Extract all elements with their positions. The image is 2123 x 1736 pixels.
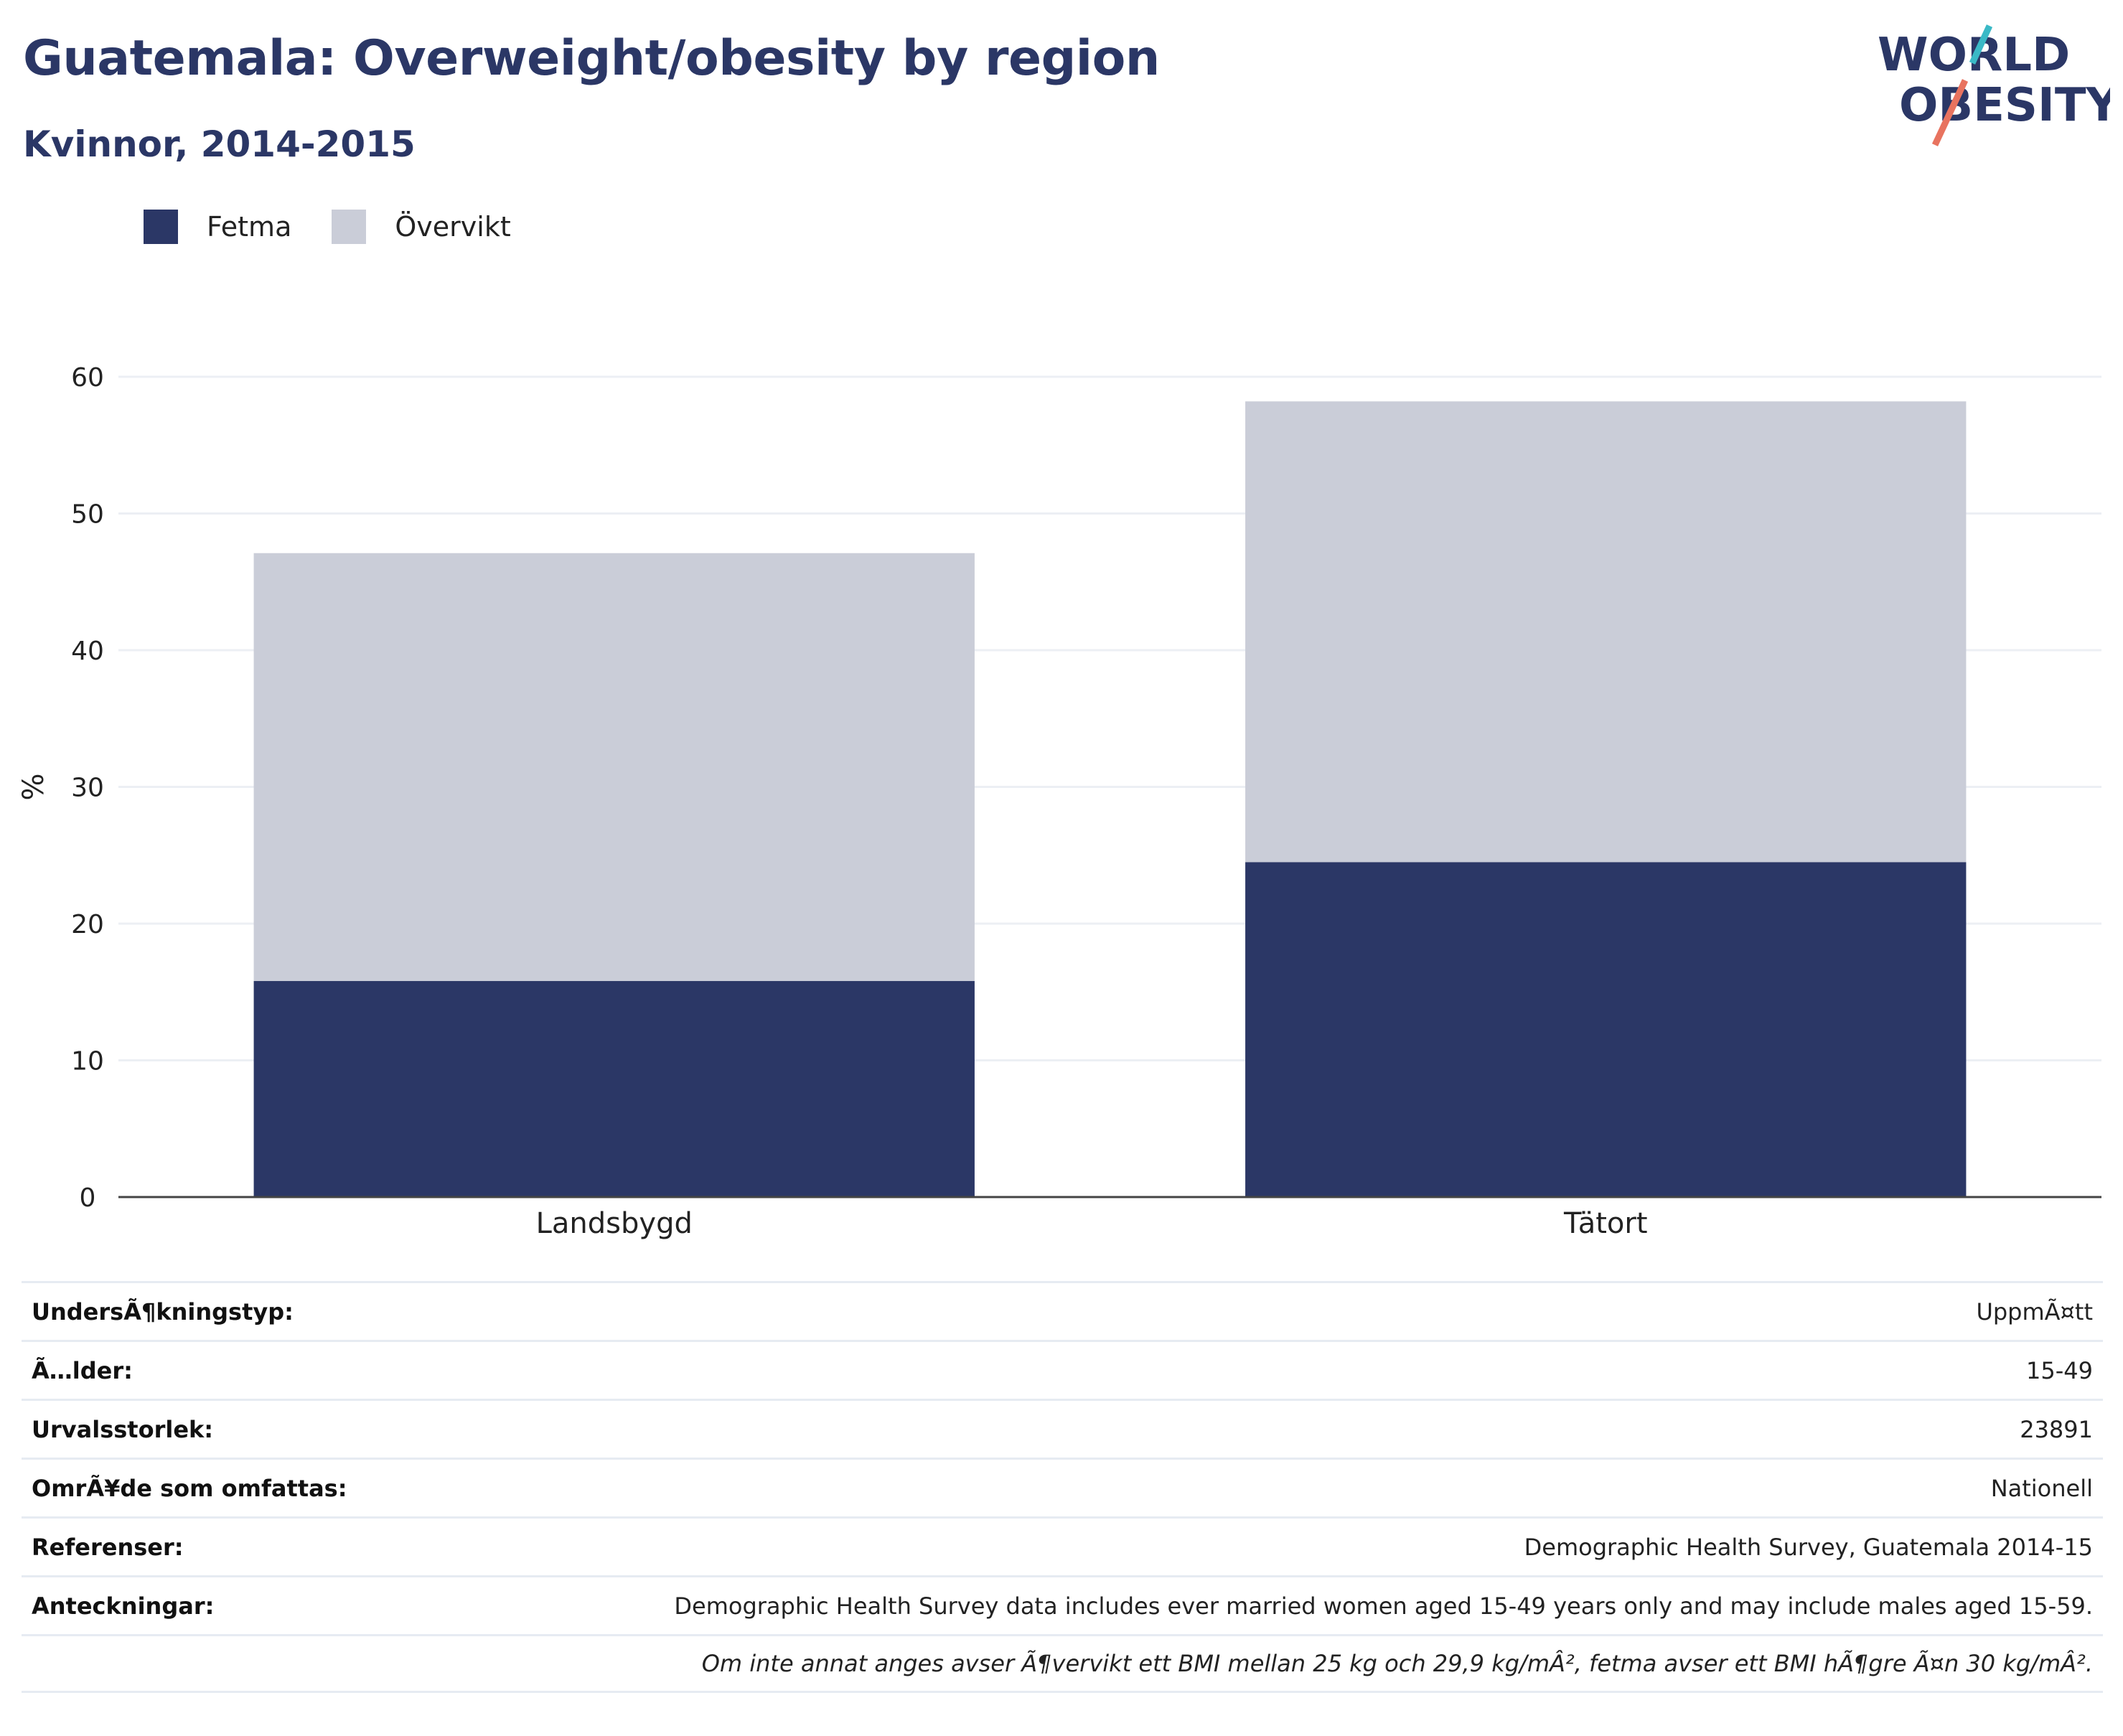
metadata-value: Demographic Health Survey data includes … xyxy=(674,1592,2093,1620)
legend-label-fetma: Fetma xyxy=(207,211,292,243)
metadata-row: UndersÃ¶kningstyp: UppmÃ¤tt xyxy=(22,1281,2103,1340)
world-obesity-logo: WORLD OBESITY xyxy=(1878,24,2110,146)
y-tick-label: 0 xyxy=(80,1183,96,1213)
metadata-row: Anteckningar: Demographic Health Survey … xyxy=(22,1575,2103,1634)
legend-label-overvikt: Övervikt xyxy=(395,211,511,243)
y-axis-label: % xyxy=(17,773,50,800)
metadata-row: Urvalsstorlek: 23891 xyxy=(22,1399,2103,1458)
metadata-row: Om inte annat anges avser Ã¶vervikt ett … xyxy=(22,1634,2103,1693)
bar-fetma xyxy=(253,981,975,1197)
y-tick-label: 30 xyxy=(71,774,104,803)
metadata-row: Ã…lder: 15-49 xyxy=(22,1340,2103,1399)
bar-overvikt xyxy=(253,553,975,982)
metadata-label: Referenser: xyxy=(32,1533,184,1561)
metadata-label: Urvalsstorlek: xyxy=(32,1415,214,1443)
stacked-bar-chart: 0 10 20 30 40 50 60% Landsbygd Tätort xyxy=(17,363,2101,1240)
y-tick-label: 20 xyxy=(71,910,104,939)
metadata-label: Ã…lder: xyxy=(32,1356,133,1384)
x-tick-label: Tätort xyxy=(1563,1207,1648,1240)
chart-subtitle: Kvinnor, 2014-2015 xyxy=(23,123,416,165)
metadata-label: UndersÃ¶kningstyp: xyxy=(32,1298,294,1326)
x-tick-label: Landsbygd xyxy=(536,1207,693,1240)
chart-title: Guatemala: Overweight/obesity by region xyxy=(23,30,1160,87)
legend-swatch-fetma xyxy=(144,210,178,244)
logo-slash-coral xyxy=(1931,79,1969,146)
metadata-value: UppmÃ¤tt xyxy=(1976,1298,2093,1326)
legend-swatch-overvikt xyxy=(332,210,367,244)
metadata-table: UndersÃ¶kningstyp: UppmÃ¤tt Ã…lder: 15-4… xyxy=(22,1281,2103,1693)
legend-item-overvikt[interactable]: Övervikt xyxy=(332,210,511,244)
logo-slash-teal xyxy=(1969,24,1993,65)
y-tick-label: 60 xyxy=(71,363,104,393)
metadata-row: Referenser: Demographic Health Survey, G… xyxy=(22,1516,2103,1575)
bar-fetma xyxy=(1245,862,1967,1197)
bar-overvikt xyxy=(1245,401,1967,863)
metadata-value: Nationell xyxy=(1990,1474,2093,1502)
metadata-row: OmrÃ¥de som omfattas: Nationell xyxy=(22,1458,2103,1516)
y-tick-label: 50 xyxy=(71,500,104,530)
metadata-note: Om inte annat anges avser Ã¶vervikt ett … xyxy=(701,1650,2093,1677)
metadata-value: 15-49 xyxy=(2026,1356,2093,1384)
legend-item-fetma[interactable]: Fetma xyxy=(144,210,291,244)
metadata-label: Anteckningar: xyxy=(32,1592,215,1620)
y-tick-label: 10 xyxy=(71,1047,104,1076)
metadata-label: OmrÃ¥de som omfattas: xyxy=(32,1474,347,1502)
legend: Fetma Övervikt xyxy=(144,210,551,244)
metadata-value: Demographic Health Survey, Guatemala 201… xyxy=(1524,1533,2093,1561)
y-tick-label: 40 xyxy=(71,637,104,666)
metadata-value: 23891 xyxy=(2020,1415,2093,1443)
logo-line2: OBESITY xyxy=(1899,79,2110,132)
